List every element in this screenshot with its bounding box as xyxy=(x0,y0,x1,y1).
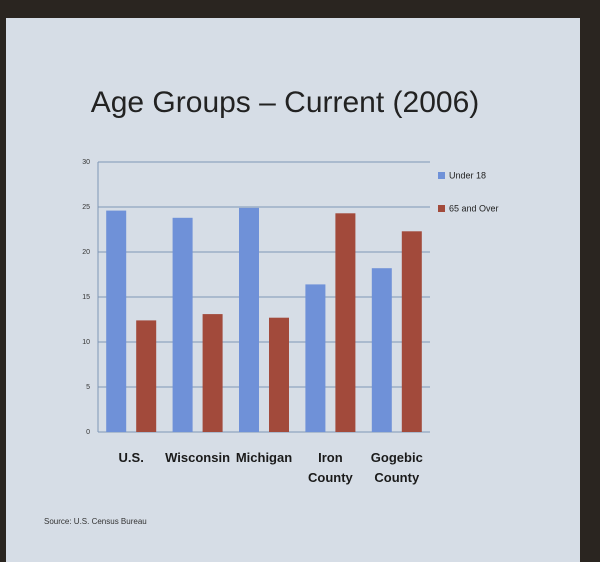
y-tick-label: 25 xyxy=(82,204,90,211)
bar xyxy=(106,210,127,432)
chart-title: Age Groups – Current (2006) xyxy=(91,86,480,119)
legend-swatch xyxy=(438,205,445,212)
legend-swatch xyxy=(438,172,445,179)
legend-label: 65 and Over xyxy=(449,203,499,213)
source-note: Source: U.S. Census Bureau xyxy=(44,517,147,526)
x-tick-label: Iron County xyxy=(308,450,353,485)
bar xyxy=(269,317,289,432)
y-tick-label: 20 xyxy=(82,249,90,256)
bar xyxy=(172,217,193,432)
bar xyxy=(136,320,157,432)
x-tick-label: U.S. xyxy=(118,450,144,465)
y-tick-label: 30 xyxy=(82,159,90,166)
y-tick-label: 10 xyxy=(82,339,90,346)
y-tick-label: 5 xyxy=(86,384,90,391)
bar xyxy=(335,213,356,432)
x-tick-label: Wisconsin xyxy=(165,450,231,465)
legend-label: Under 18 xyxy=(449,170,486,180)
bar xyxy=(305,284,326,432)
bar xyxy=(371,268,392,432)
y-tick-label: 0 xyxy=(86,429,90,436)
bar xyxy=(239,207,259,432)
x-tick-label: Gogebic County xyxy=(370,450,423,485)
y-tick-label: 15 xyxy=(82,294,90,301)
bar xyxy=(202,314,223,432)
bar xyxy=(401,231,422,432)
slide-background xyxy=(6,18,580,562)
x-tick-label: Michigan xyxy=(235,450,293,465)
